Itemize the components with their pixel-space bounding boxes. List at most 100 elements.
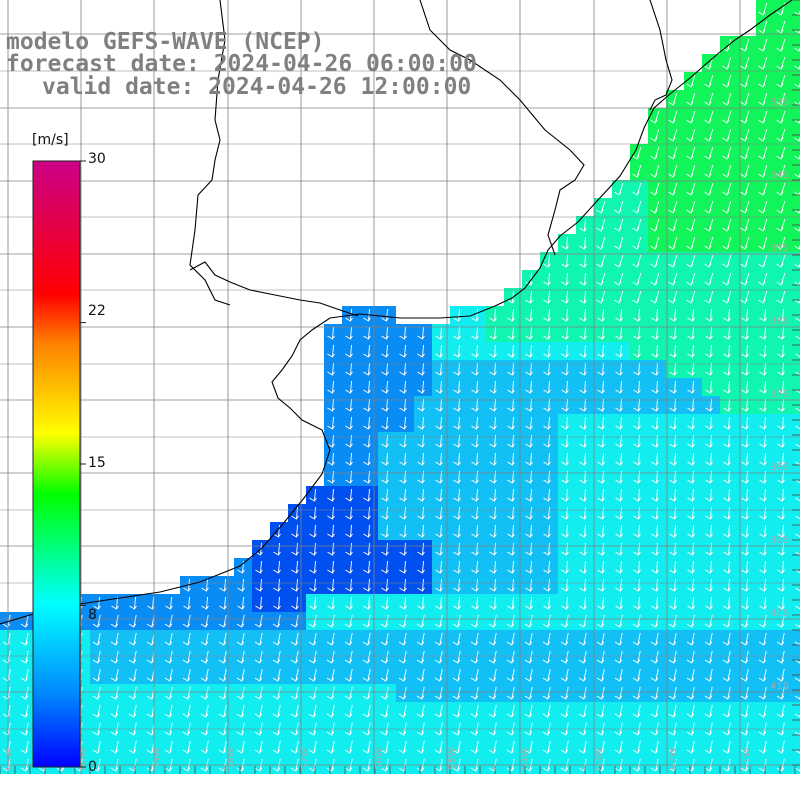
- wind-arrow: [507, 560, 515, 574]
- wind-arrow: [560, 614, 569, 628]
- model-title: modelo GEFS-WAVE (NCEP): [6, 29, 325, 55]
- wind-arrow: [345, 380, 353, 394]
- wind-arrow: [704, 182, 714, 196]
- wind-arrow: [668, 686, 677, 700]
- wind-arrow: [741, 326, 749, 340]
- wind-arrow: [651, 380, 659, 394]
- wind-arrow: [687, 344, 695, 358]
- wind-arrow: [92, 650, 101, 664]
- wind-arrow: [254, 740, 263, 754]
- wind-arrow: [182, 668, 191, 682]
- wind-arrow: [489, 542, 497, 556]
- wind-arrow: [471, 488, 479, 502]
- wind-arrow: [524, 704, 533, 718]
- wind-arrow: [722, 92, 732, 106]
- wind-arrow: [381, 308, 389, 322]
- wind-arrow: [758, 2, 768, 16]
- wind-arrow: [579, 218, 587, 232]
- wind-arrow: [615, 380, 623, 394]
- wind-arrow: [200, 740, 209, 754]
- wind-arrow: [795, 317, 800, 322]
- wind-arrow: [506, 704, 515, 718]
- wind-arrow: [668, 272, 678, 286]
- field-cell: [792, 162, 800, 180]
- wind-arrow: [236, 650, 245, 664]
- wind-arrow: [417, 380, 425, 394]
- wind-arrow: [597, 506, 605, 520]
- wind-arrow: [579, 596, 587, 610]
- wind-arrow: [705, 362, 713, 376]
- wind-arrow: [704, 632, 713, 646]
- wind-arrow: [345, 488, 353, 502]
- wind-arrow: [200, 632, 209, 646]
- wind-arrow: [506, 614, 515, 628]
- wind-arrow: [561, 344, 569, 358]
- wind-arrow: [471, 308, 479, 322]
- longitude-label: 56W: [374, 747, 385, 770]
- wind-arrow: [686, 686, 695, 700]
- wind-arrow: [561, 560, 569, 574]
- wind-arrow: [327, 344, 335, 358]
- wind-arrow: [651, 488, 659, 502]
- wind-arrow: [633, 344, 641, 358]
- wind-arrow: [20, 704, 29, 718]
- wind-arrow: [596, 686, 605, 700]
- wind-arrow: [758, 218, 768, 232]
- wind-arrow: [542, 614, 551, 628]
- wind-arrow: [705, 542, 713, 556]
- wind-arrow: [398, 614, 407, 628]
- wind-arrow: [632, 290, 642, 304]
- wind-arrow: [615, 344, 623, 358]
- wind-arrow: [381, 596, 389, 610]
- wind-arrow: [615, 542, 623, 556]
- wind-arrow: [668, 254, 678, 268]
- wind-arrow: [363, 578, 371, 592]
- wind-arrow: [326, 650, 335, 664]
- wind-arrow: [633, 416, 641, 430]
- wind-arrow: [740, 128, 750, 142]
- wind-arrow: [417, 326, 425, 340]
- wind-arrow: [740, 200, 750, 214]
- wind-arrow: [110, 686, 119, 700]
- wind-arrow: [489, 380, 497, 394]
- wind-arrow: [686, 92, 696, 106]
- wind-arrow: [741, 524, 749, 538]
- wind-arrow: [20, 650, 29, 664]
- wind-arrow: [776, 56, 786, 70]
- wind-arrow: [722, 254, 732, 268]
- wind-arrow: [525, 578, 533, 592]
- wind-arrow: [560, 686, 569, 700]
- wind-arrow: [632, 146, 642, 160]
- wind-arrow: [128, 632, 137, 646]
- wind-arrow: [164, 614, 173, 628]
- wind-arrow: [596, 614, 605, 628]
- wind-arrow: [345, 506, 353, 520]
- wind-arrow: [182, 740, 191, 754]
- wind-arrow: [381, 578, 389, 592]
- wind-arrow: [525, 524, 533, 538]
- wind-arrow: [416, 614, 425, 628]
- wind-arrow: [435, 452, 443, 466]
- wind-arrow: [363, 416, 371, 430]
- wind-arrow: [362, 650, 371, 664]
- wind-arrow: [704, 128, 714, 142]
- wind-arrow: [776, 38, 786, 52]
- wind-arrow: [758, 614, 767, 628]
- field-cell: [792, 468, 800, 486]
- wind-arrow: [291, 578, 299, 592]
- wind-arrow: [362, 632, 371, 646]
- wind-arrow: [740, 650, 749, 664]
- latitude-label: 34S: [770, 170, 789, 181]
- wind-arrow: [687, 452, 695, 466]
- wind-arrow: [435, 362, 443, 376]
- wind-arrow: [290, 632, 299, 646]
- wind-arrow: [561, 272, 569, 286]
- wind-arrow: [363, 488, 371, 502]
- field-cell: [792, 360, 800, 378]
- wind-arrow: [381, 398, 389, 412]
- wind-arrow: [488, 650, 497, 664]
- wind-arrow: [345, 596, 353, 610]
- wind-arrow: [543, 398, 551, 412]
- wind-arrow: [705, 380, 713, 394]
- wind-arrow: [668, 92, 678, 106]
